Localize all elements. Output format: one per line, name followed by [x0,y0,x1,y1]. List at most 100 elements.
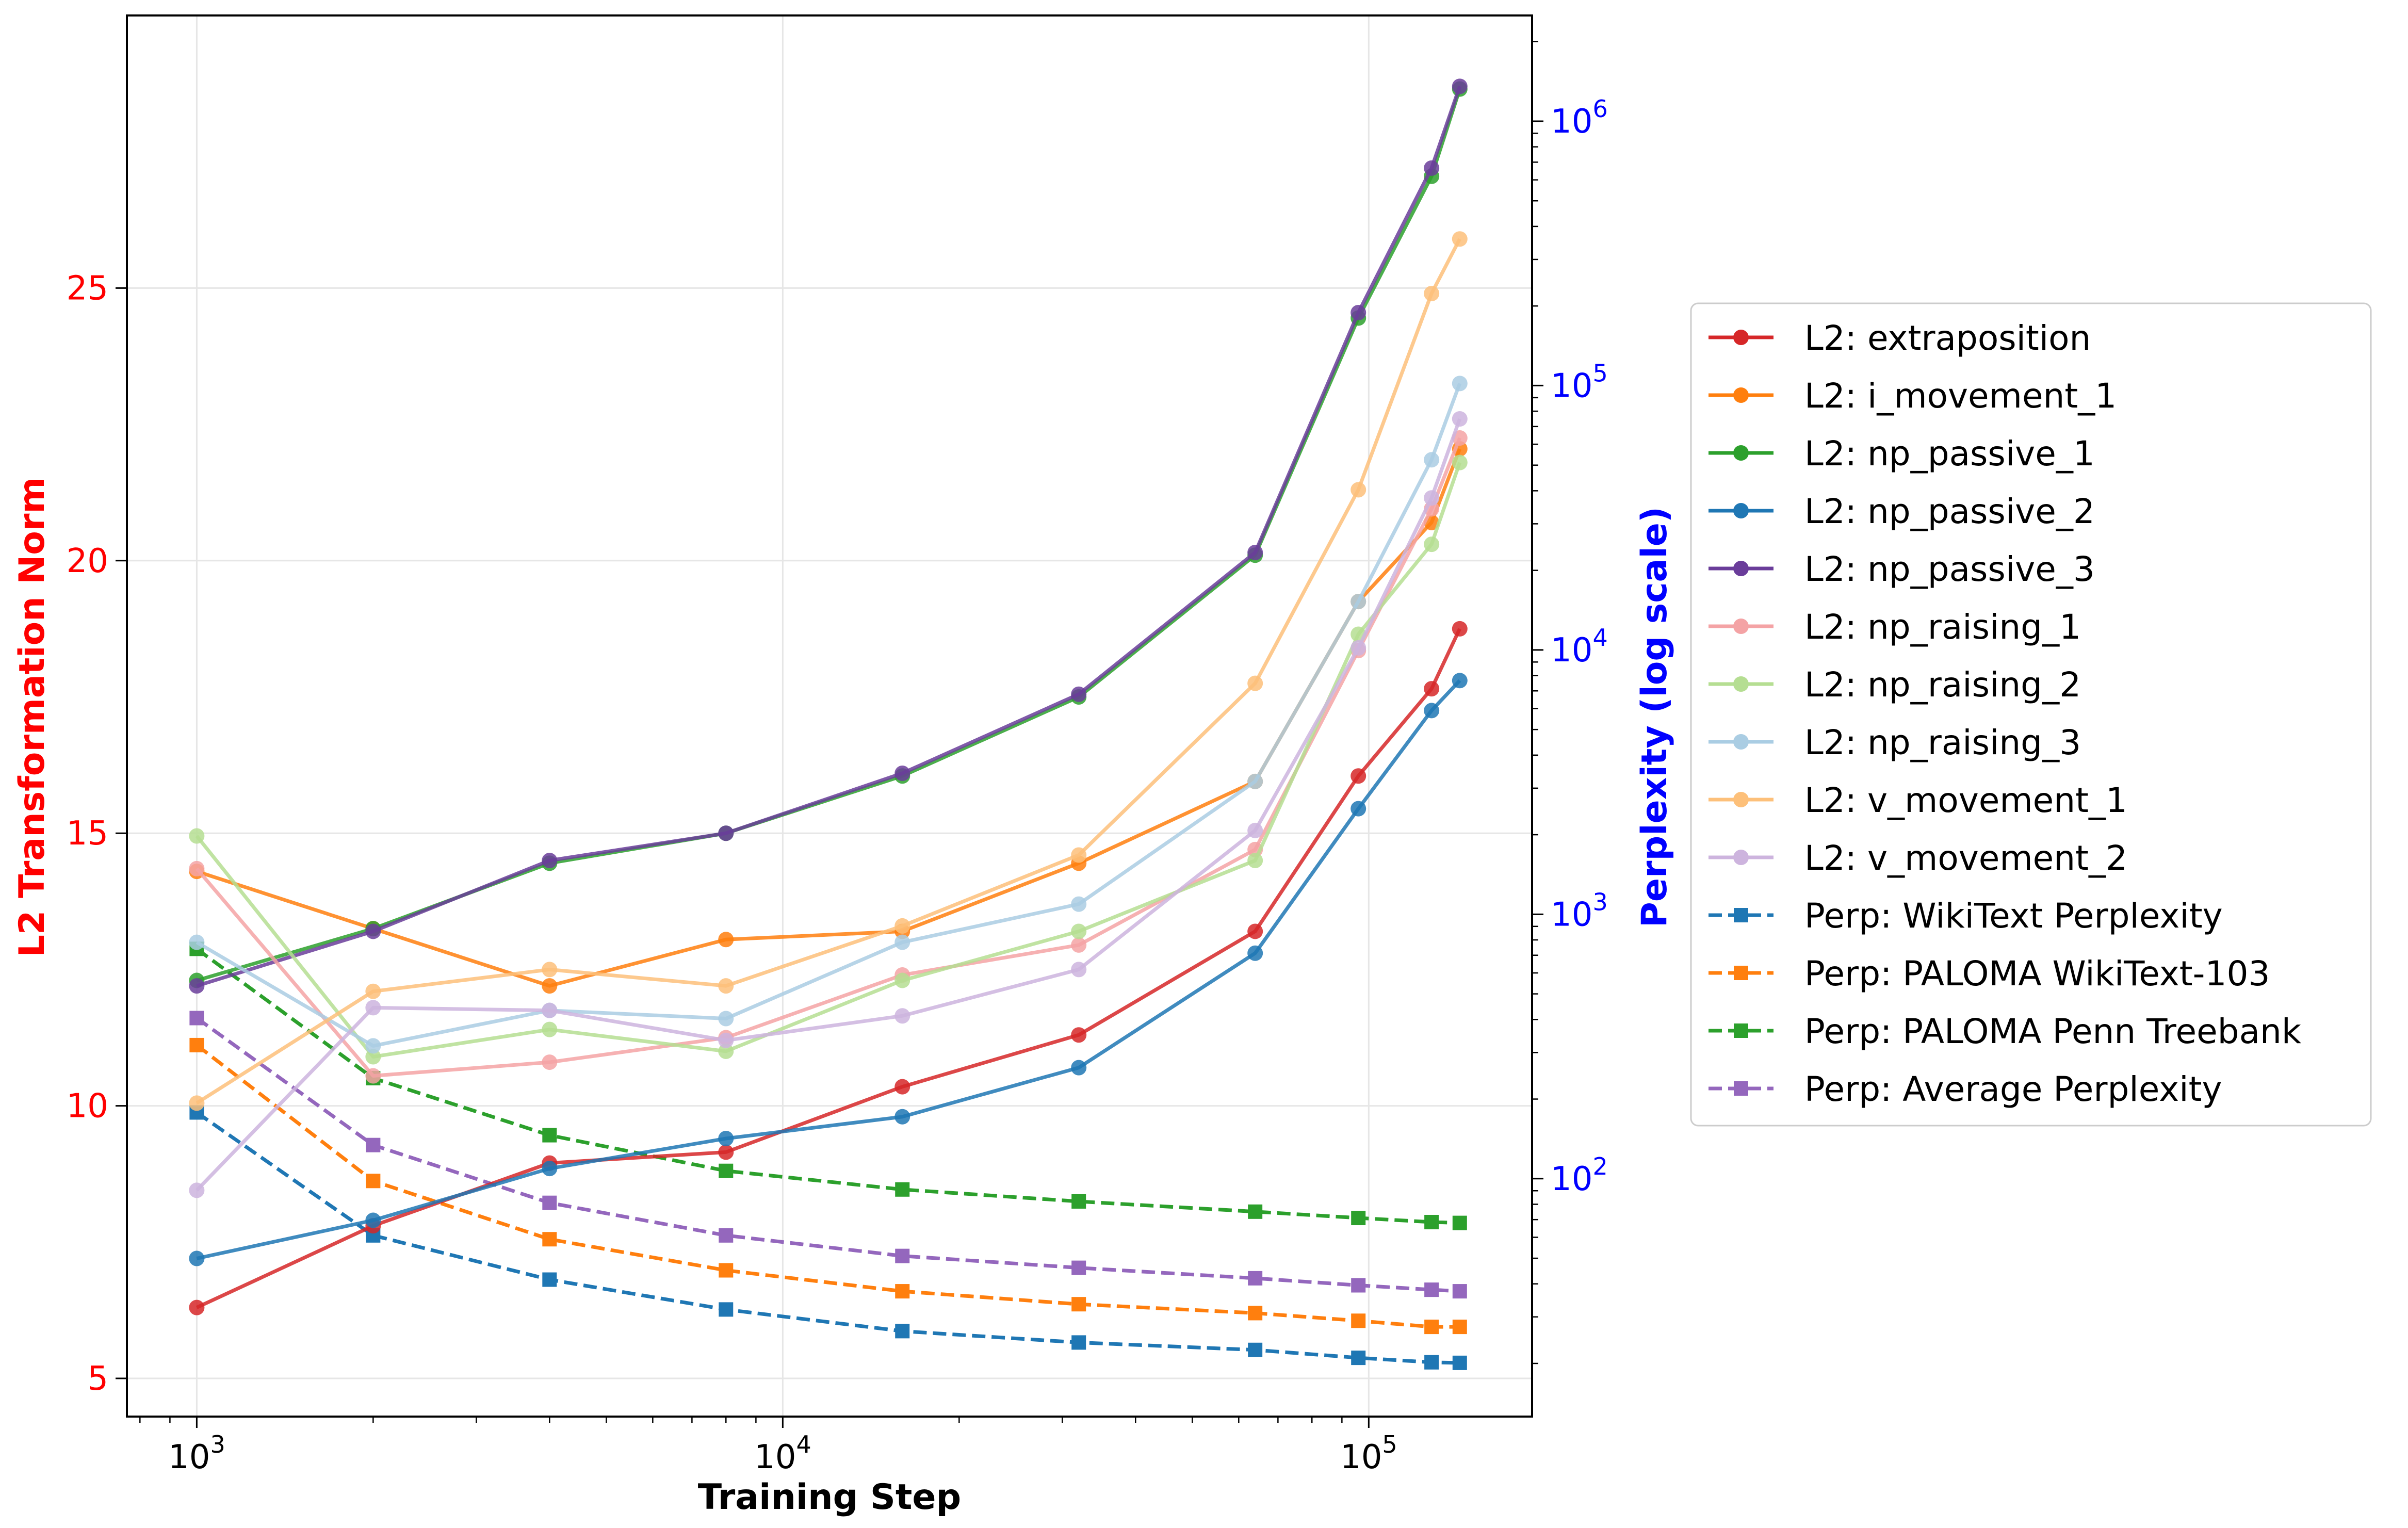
data-point [1351,801,1366,817]
data-point [1247,945,1263,961]
data-point [1248,1342,1263,1357]
data-point [894,972,910,988]
y-axis-left-title: L2 Transformation Norm [12,477,53,957]
legend-entry-l2-v-movement-2: L2: v_movement_2 [1709,838,2127,878]
data-point [895,1248,910,1263]
legend-swatch-marker [1733,676,1749,692]
data-point [189,978,205,994]
data-point [1351,640,1366,656]
data-point [189,828,205,844]
data-point [1247,773,1263,789]
legend-label: L2: np_raising_3 [1804,723,2081,762]
series-line [196,1016,1460,1293]
data-point [1248,1271,1263,1286]
data-point [1424,1320,1439,1335]
series-line [196,448,1462,988]
legend-swatch-marker [1733,619,1749,634]
legend-entry-l2-np-passive-3: L2: np_passive_3 [1709,549,2095,589]
data-point [542,962,558,978]
y-right-tick-label: 102 [1551,1152,1608,1198]
data-point [1071,1060,1087,1076]
data-point [1424,1214,1439,1229]
data-point [1452,621,1468,637]
data-point [1351,768,1366,784]
series-line [195,418,1462,1192]
series-l2-np-passive-3 [189,78,1468,994]
data-point [1248,1306,1263,1321]
legend-entry-perp-paloma-wikitext-103: Perp: PALOMA WikiText-103 [1709,954,2270,994]
legend-entry-perp-paloma-penn-treebank: Perp: PALOMA Penn Treebank [1709,1012,2302,1051]
data-point [719,1228,734,1243]
y-right-tick-label: 106 [1551,95,1608,141]
y-left-tick-label: 10 [67,1087,108,1126]
data-point [1452,673,1468,689]
data-point [1452,1320,1467,1335]
y-left-tick-label: 20 [67,542,108,580]
series-perp-paloma-wikitext-103 [189,1037,1467,1335]
data-point [895,1182,910,1197]
data-point [189,1182,205,1198]
data-point [718,1144,734,1160]
data-point [189,860,205,876]
series-line [196,88,1462,982]
data-point [1452,231,1468,247]
data-point [1351,304,1366,320]
data-point [1351,1313,1366,1328]
y-left-tick-label: 15 [67,815,108,853]
data-point [1247,822,1263,838]
legend-swatch-marker [1733,850,1749,865]
data-point [365,923,381,939]
data-point [189,1299,205,1315]
series-line [196,947,1460,1225]
legend-swatch-marker [1734,908,1748,922]
data-point [894,765,910,781]
data-point [1351,482,1366,498]
series-line [195,437,1462,1078]
series-perp-paloma-penn-treebank [189,941,1467,1230]
legend-entry-l2-np-raising-1: L2: np_raising_1 [1709,607,2081,647]
legend: L2: extraposition L2: i_movement_1 L2: np_… [1690,302,2372,1127]
legend-swatch-marker [1734,966,1748,980]
series-line [196,679,1461,1260]
data-point [542,1195,557,1210]
data-point [365,1000,381,1016]
data-point [718,978,734,994]
data-point [542,978,558,994]
data-point [894,1079,910,1095]
series-l2-np-raising-1 [189,430,1468,1084]
data-point [1424,703,1440,719]
data-point [1247,544,1263,560]
data-point [189,934,205,950]
data-point [542,1272,557,1287]
legend-swatch-marker [1733,792,1749,807]
legend-swatch-marker [1734,1081,1748,1096]
data-point [894,918,910,934]
data-point [366,1137,381,1152]
series-l2-np-raising-2 [189,454,1468,1065]
y-left-tick-label: 5 [87,1360,108,1398]
legend-label: Perp: PALOMA Penn Treebank [1804,1012,2302,1051]
data-point [1247,853,1263,869]
legend-entry-l2-extraposition: L2: extraposition [1709,318,2091,358]
data-point [718,1011,734,1027]
y-right-tick-label: 103 [1551,888,1608,934]
data-point [542,1054,558,1070]
data-point [1452,1215,1467,1230]
data-point [1247,675,1263,691]
legend-entry-l2-i-movement-1: L2: i_movement_1 [1709,376,2117,416]
y-axis-right-title: Perplexity (log scale) [1634,507,1675,928]
legend-swatch-marker [1734,1023,1748,1038]
data-point [894,1008,910,1024]
legend-swatch-marker [1733,330,1749,345]
data-point [189,1011,204,1026]
series-l2-v-movement-1 [189,231,1468,1111]
series-line [196,1111,1460,1365]
legend-label: Perp: PALOMA WikiText-103 [1804,954,2270,994]
data-point [894,934,910,950]
data-point [718,932,734,948]
data-point [719,1263,734,1278]
legend-label: L2: np_passive_2 [1804,492,2095,531]
data-point [365,983,381,999]
data-point [365,1068,381,1084]
data-point [719,1163,734,1178]
